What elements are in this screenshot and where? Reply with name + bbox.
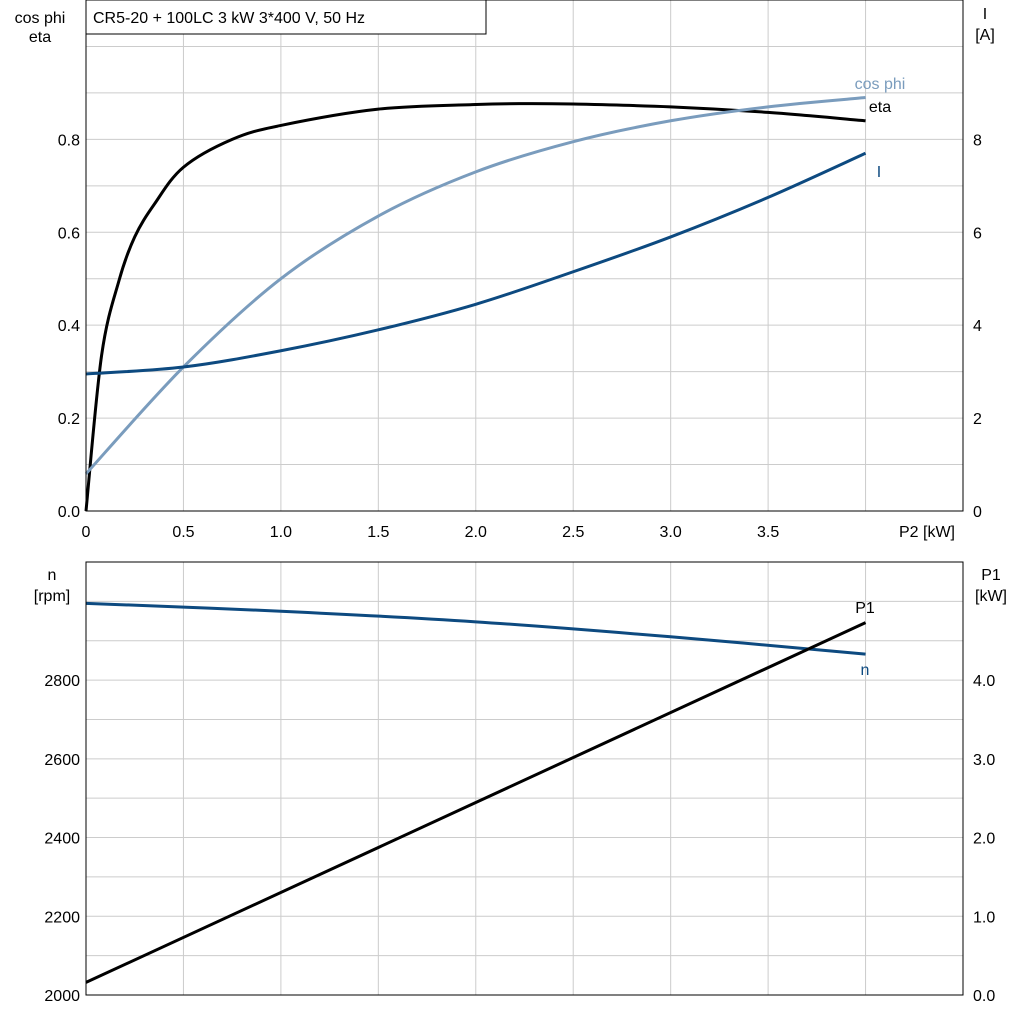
y-left-tick-label: 0.4	[58, 318, 80, 335]
eta-series-label: eta	[869, 99, 891, 116]
speed-series-label: n	[861, 662, 870, 679]
y-left-tick-label: 2000	[44, 988, 80, 1005]
top-grid	[86, 0, 963, 511]
top-right-label-1: I	[983, 6, 987, 23]
y-right-tick-label: 0	[973, 504, 982, 521]
y-right-tick-label: 6	[973, 225, 982, 242]
bottom-plot-frame	[85, 561, 964, 996]
x-axis-label: P2 [kW]	[899, 524, 955, 541]
title-box	[85, 0, 487, 35]
curves	[84, 96, 867, 984]
x-tick-label: 1.0	[270, 524, 292, 541]
chart-title: CR5-20 + 100LC 3 kW 3*400 V, 50 Hz	[93, 10, 365, 27]
y-left-tick-label: 0.6	[58, 225, 80, 242]
series-line-cos-phi	[84, 96, 866, 475]
series-line-n	[85, 601, 866, 656]
cos-phi-series-label: cos phi	[855, 76, 906, 93]
x-tick-label: 1.5	[367, 524, 389, 541]
top-plot-frame	[85, 0, 964, 512]
bottom-left-label-1: n	[48, 567, 57, 584]
bottom-left-label-2: [rpm]	[34, 588, 70, 605]
x-tick-label: 0	[82, 524, 91, 541]
y-right-tick-label: 0.0	[973, 988, 995, 1005]
bottom-grid	[86, 562, 963, 995]
top-left-label-2: eta	[29, 29, 51, 46]
y-left-tick-label: 0.2	[58, 411, 80, 428]
x-tick-label: 3.5	[757, 524, 779, 541]
x-tick-label: 3.0	[660, 524, 682, 541]
y-right-tick-label: 1.0	[973, 909, 995, 926]
y-right-tick-label: 8	[973, 132, 982, 149]
series-line-eta	[84, 102, 866, 512]
current-series-label: I	[877, 164, 881, 181]
y-left-tick-label: 2800	[44, 673, 80, 690]
y-left-tick-label: 0.0	[58, 504, 80, 521]
y-right-tick-label: 2	[973, 411, 982, 428]
series-line-p1	[85, 621, 867, 984]
y-right-tick-label: 3.0	[973, 752, 995, 769]
y-right-tick-label: 2.0	[973, 831, 995, 848]
y-left-tick-label: 2400	[44, 831, 80, 848]
y-left-tick-label: 2600	[44, 752, 80, 769]
tick-labels: 0.0 0.2 0.4 0.6 0.8 0 2 4 6 8 2000 2200 2400 2600 2800…	[44, 132, 995, 1005]
y-right-tick-label: 4.0	[973, 673, 995, 690]
bottom-right-label-2: [kW]	[975, 588, 1007, 605]
y-right-tick-label: 4	[973, 318, 982, 335]
top-right-label-2: [A]	[975, 27, 995, 44]
series-line-i	[85, 151, 867, 376]
y-left-tick-label: 2200	[44, 909, 80, 926]
x-tick-label: 0.5	[172, 524, 194, 541]
y-left-tick-label: 0.8	[58, 132, 80, 149]
x-tick-label: 2.5	[562, 524, 584, 541]
bottom-right-label-1: P1	[981, 567, 1001, 584]
x-tick-label: 2.0	[465, 524, 487, 541]
p1-series-label: P1	[855, 600, 875, 617]
top-left-label-1: cos phi	[15, 10, 66, 27]
